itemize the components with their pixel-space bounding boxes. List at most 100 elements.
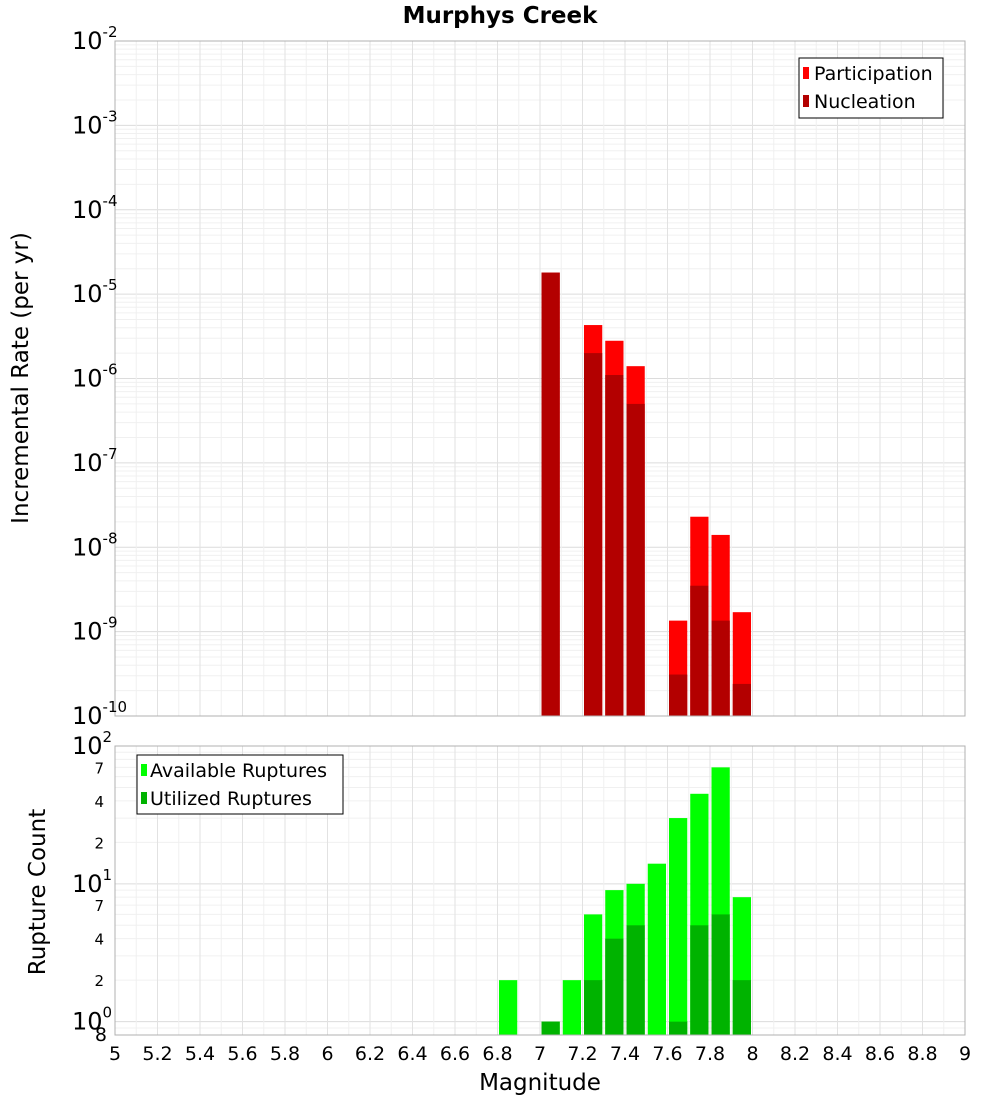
- count-y-major-base: 10: [72, 732, 103, 760]
- count-y-major-label: 100: [72, 1004, 112, 1036]
- x-tick-label: 5.2: [142, 1043, 172, 1065]
- nucleation-bar: [584, 353, 603, 716]
- count-y-major-exp: 0: [103, 1004, 113, 1022]
- count-y-major-exp: 2: [103, 728, 113, 746]
- count-y-minor-label: 4: [94, 931, 104, 949]
- count-y-minor-label: 7: [94, 897, 104, 915]
- x-tick-label: 7.8: [695, 1043, 725, 1065]
- utilized-ruptures-bar: [626, 925, 645, 1035]
- utilized-ruptures-bar: [711, 914, 730, 1035]
- x-axis-label: Magnitude: [479, 1070, 601, 1096]
- count-legend-box: [136, 754, 344, 815]
- count-y-major-base: 10: [72, 870, 103, 898]
- utilized-ruptures-bar: [732, 980, 751, 1035]
- x-tick-label: 8.2: [780, 1043, 810, 1065]
- count-y-major-exp: 1: [103, 866, 113, 884]
- x-tick-label: 6.8: [482, 1043, 512, 1065]
- count-y-major-label: 102: [72, 728, 112, 760]
- rate-y-tick-exp: -7: [103, 445, 118, 463]
- available-ruptures-bar: [499, 980, 518, 1035]
- legend-swatch-available-ruptures: [141, 764, 147, 776]
- rate-y-tick-base: 10: [72, 449, 103, 477]
- rate-plot-border: [114, 40, 966, 717]
- x-tick-label: 8.4: [822, 1043, 852, 1065]
- legend-label-available-ruptures: Available Ruptures: [150, 760, 327, 782]
- x-tick-label: 8.8: [907, 1043, 937, 1065]
- legend-label-utilized-ruptures: Utilized Ruptures: [150, 788, 312, 810]
- chart-title: Murphys Creek: [403, 3, 599, 29]
- nucleation-bar: [626, 403, 645, 716]
- x-tick-label: 5.4: [185, 1043, 215, 1065]
- nucleation-bar: [690, 585, 709, 716]
- rate-y-tick-label: 10-4: [72, 192, 118, 224]
- x-tick-label: 7: [534, 1043, 546, 1065]
- count-y-minor-label: 7: [94, 759, 104, 777]
- rate-y-tick-exp: -5: [103, 276, 118, 294]
- rate-y-tick-label: 10-6: [72, 361, 118, 393]
- legend-label-participation: Participation: [814, 63, 933, 85]
- rate-y-tick-label: 10-5: [72, 276, 118, 308]
- count-y-minor-label: 2: [94, 972, 104, 990]
- legend-swatch-utilized-ruptures: [141, 792, 147, 804]
- series-nucleation: [541, 272, 751, 716]
- available-ruptures-bar: [647, 863, 666, 1035]
- rate-y-tick-exp: -3: [103, 107, 118, 125]
- rate-y-tick-exp: -8: [103, 529, 118, 547]
- x-tick-label: 7.4: [610, 1043, 640, 1065]
- rate-legend: Participation Nucleation: [798, 57, 944, 119]
- count-y-minor-label: 8: [95, 1024, 107, 1046]
- rate-y-tick-base: 10: [72, 533, 103, 561]
- x-tick-label: 9: [959, 1043, 971, 1065]
- series-utilized-ruptures: [541, 914, 751, 1035]
- rate-y-tick-exp: -4: [103, 192, 118, 210]
- count-y-minor-label: 2: [94, 834, 104, 852]
- count-y-minor-label: 4: [94, 793, 104, 811]
- nucleation-bar: [732, 683, 751, 716]
- rate-y-tick-exp: -2: [103, 23, 118, 41]
- nucleation-bar: [541, 272, 560, 716]
- count-y-major-label: 101: [72, 866, 112, 898]
- x-tick-label: 6: [321, 1043, 333, 1065]
- x-tick-label: 7.2: [567, 1043, 597, 1065]
- utilized-ruptures-bar: [669, 1021, 688, 1035]
- utilized-ruptures-bar: [541, 1021, 560, 1035]
- x-tick-label: 7.6: [652, 1043, 682, 1065]
- count-plot-border: [114, 745, 966, 1036]
- x-tick-labels: 5 5.2 5.4 5.6 5.8 6 6.2 6.4 6.6 6.8 7 7.2 7.4 7.6 7.8 8…: [109, 1043, 971, 1065]
- rate-y-tick-label: 10-10: [72, 698, 127, 730]
- rate-y-tick-exp: -10: [103, 698, 128, 716]
- available-ruptures-bar: [669, 818, 688, 1035]
- x-tick-label: 6.6: [440, 1043, 470, 1065]
- rate-y-tick-base: 10: [72, 365, 103, 393]
- top-y-axis-label: Incremental Rate (per yr): [8, 232, 34, 524]
- rate-y-tick-base: 10: [72, 702, 103, 730]
- rate-panel: 10-210-310-410-510-610-710-810-910-10Par…: [72, 23, 966, 730]
- rate-y-tick-label: 10-8: [72, 529, 118, 561]
- rate-y-tick-base: 10: [72, 280, 103, 308]
- count-y-major-base: 10: [72, 1008, 103, 1036]
- x-tick-label: 5: [109, 1043, 121, 1065]
- rate-y-tick-base: 10: [72, 27, 103, 55]
- legend-label-nucleation: Nucleation: [814, 91, 916, 113]
- series-available-ruptures: [499, 767, 751, 1035]
- count-legend: Available Ruptures Utilized Ruptures: [136, 754, 344, 815]
- rate-y-tick-base: 10: [72, 618, 103, 646]
- rate-legend-box: [798, 57, 944, 119]
- x-tick-label: 8.6: [865, 1043, 895, 1065]
- x-tick-label: 8: [746, 1043, 758, 1065]
- nucleation-bar: [605, 375, 624, 716]
- rate-y-tick-label: 10-7: [72, 445, 118, 477]
- bottom-y-axis-label: Rupture Count: [25, 809, 51, 975]
- utilized-ruptures-bar: [605, 938, 624, 1035]
- rate-y-tick-base: 10: [72, 196, 103, 224]
- x-tick-label: 5.6: [227, 1043, 257, 1065]
- x-tick-label: 6.2: [355, 1043, 385, 1065]
- utilized-ruptures-bar: [690, 925, 709, 1035]
- rate-y-tick-label: 10-2: [72, 23, 118, 55]
- nucleation-bar: [711, 620, 730, 716]
- utilized-ruptures-bar: [584, 980, 603, 1035]
- x-tick-label: 5.8: [270, 1043, 300, 1065]
